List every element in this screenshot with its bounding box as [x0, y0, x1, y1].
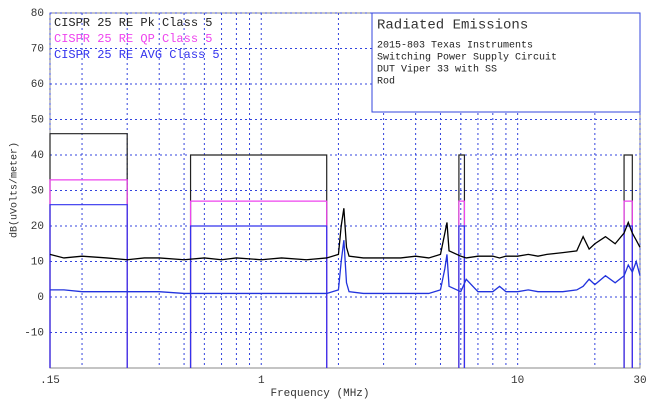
y-tick-label: 0: [37, 292, 44, 304]
annotation-line: Rod: [377, 76, 395, 88]
y-tick-label: 80: [31, 8, 44, 20]
y-axis-label: dB(uVolts/meter): [9, 142, 21, 238]
x-tick-label: 30: [633, 375, 646, 387]
y-tick-label: 10: [31, 256, 44, 268]
legend-entry: CISPR 25 RE QP Class 5: [54, 32, 212, 46]
limit-band: [623, 225, 633, 368]
legend-entry: CISPR 25 RE AVG Class 5: [54, 48, 220, 62]
limit-band: [49, 204, 128, 368]
y-tick-label: 60: [31, 79, 44, 91]
annotation-line: DUT Viper 33 with SS: [377, 64, 497, 76]
y-tick-label: -10: [24, 327, 44, 339]
trace: [50, 240, 641, 295]
annotation-box: [371, 12, 641, 113]
limit-band: [189, 225, 328, 368]
legend-entry: CISPR 25 RE Pk Class 5: [54, 16, 212, 30]
x-tick-label: .15: [40, 375, 60, 387]
x-tick-label: 10: [511, 375, 524, 387]
y-tick-label: 70: [31, 43, 44, 55]
y-tick-label: 20: [31, 221, 44, 233]
y-tick-label: 30: [31, 185, 44, 197]
y-tick-label: 40: [31, 150, 44, 162]
x-tick-label: 1: [258, 375, 265, 387]
annotation-title: Radiated Emissions: [377, 18, 528, 34]
x-axis-label: Frequency (MHz): [270, 388, 369, 400]
trace: [49, 208, 641, 261]
y-tick-label: 50: [31, 114, 44, 126]
annotation-line: 2015-803 Texas Instruments: [377, 41, 533, 52]
limit-band: [458, 225, 466, 368]
annotation-line: Switching Power Supply Circuit: [377, 52, 557, 64]
